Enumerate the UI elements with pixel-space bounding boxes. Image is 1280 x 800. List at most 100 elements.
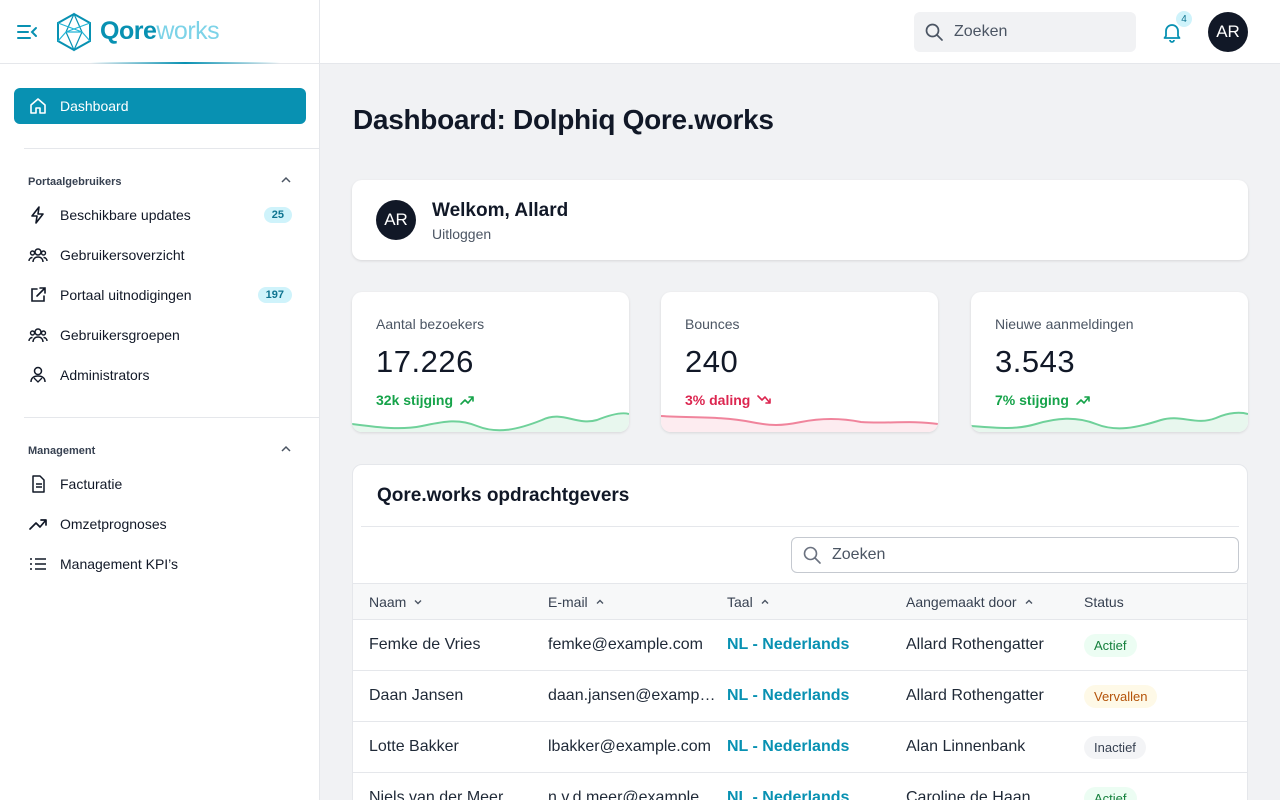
- count-badge: 197: [257, 287, 292, 303]
- table-title: Qore.works opdrachtgevers: [377, 485, 630, 506]
- column-header-label: Naam: [369, 593, 407, 610]
- cell-creator: Allard Rothengatter: [906, 687, 1044, 704]
- logo-icon: [56, 12, 92, 52]
- cell-name: Femke de Vries: [369, 636, 481, 653]
- search-icon: [924, 22, 944, 42]
- status-badge: Inactief: [1084, 735, 1146, 759]
- welcome-card: AR Welkom, Allard Uitloggen: [352, 180, 1248, 260]
- cell-name: Daan Jansen: [369, 687, 464, 704]
- table-row[interactable]: Femke de Vries femke@example.com NL - Ne…: [353, 620, 1247, 671]
- stat-card-visitors: Aantal bezoekers 17.226 32k stijging: [352, 292, 629, 432]
- section-title-label: Portaalgebruikers: [28, 175, 122, 188]
- top-search-box[interactable]: [914, 12, 1136, 52]
- logo-text-part2: works: [156, 17, 220, 45]
- divider: [24, 417, 319, 418]
- document-icon: [28, 474, 48, 494]
- sparkline: [352, 412, 629, 432]
- topbar: 4 AR: [320, 0, 1280, 64]
- cell-email: daan.jansen@example.com: [548, 687, 716, 704]
- sidebar-item-facturatie[interactable]: Facturatie: [28, 468, 292, 500]
- page-title: Dashboard: Dolphiq Qore.works: [353, 104, 774, 135]
- cell-language: NL - Nederlands: [727, 738, 850, 755]
- sidebar-item-omzetprognoses[interactable]: Omzetprognoses: [28, 508, 292, 540]
- stat-card-bounces: Bounces 240 3% daling: [661, 292, 938, 432]
- table-row[interactable]: Daan Jansen daan.jansen@example.com NL -…: [353, 671, 1247, 722]
- column-header-email[interactable]: E-mail: [548, 594, 716, 610]
- lightning-icon: [28, 205, 48, 225]
- column-header-status[interactable]: Status: [1084, 594, 1234, 610]
- stat-value: 17.226: [376, 344, 474, 379]
- chevron-up-icon[interactable]: [280, 174, 292, 189]
- trending-up-icon: [459, 392, 475, 408]
- sidebar-item-portaal-uitnodigingen[interactable]: Portaal uitnodigingen 197: [28, 279, 292, 311]
- chevron-up-icon[interactable]: [280, 443, 292, 458]
- admin-users-icon: [28, 365, 48, 385]
- logo-text: Qoreworks: [100, 17, 220, 46]
- logout-link[interactable]: Uitloggen: [432, 226, 492, 242]
- column-header-taal[interactable]: Taal: [727, 594, 897, 610]
- count-badge: 25: [263, 207, 292, 223]
- section-title-label: Management: [28, 444, 96, 457]
- search-icon: [802, 545, 822, 565]
- sidebar-item-beschikbare-updates[interactable]: Beschikbare updates 25: [28, 199, 292, 231]
- stat-trend: 3% daling: [685, 392, 772, 408]
- bell-icon[interactable]: [1160, 20, 1184, 44]
- clients-table-card: Qore.works opdrachtgevers Naam E-mail Ta…: [352, 464, 1248, 800]
- table-row[interactable]: Lotte Bakker lbakker@example.com NL - Ne…: [353, 722, 1247, 773]
- home-icon: [28, 96, 48, 116]
- table-row[interactable]: Niels van der Meer n.v.d.meer@example.co…: [353, 773, 1247, 800]
- avatar[interactable]: AR: [1208, 12, 1248, 52]
- brand-underline: [90, 62, 280, 64]
- stat-label: Nieuwe aanmeldingen: [995, 316, 1134, 332]
- collapse-menu-icon[interactable]: [16, 21, 38, 43]
- cell-status: Inactief: [1084, 722, 1234, 772]
- notification-badge: 4: [1176, 11, 1192, 27]
- table-header: Naam E-mail Taal Aangemaakt door Status: [353, 583, 1247, 620]
- sidebar-item-administrators[interactable]: Administrators: [28, 359, 292, 391]
- chevron-down-icon: [412, 596, 424, 608]
- column-header-aangemaakt-door[interactable]: Aangemaakt door: [906, 594, 1076, 610]
- sidebar-item-label: Beschikbare updates: [60, 207, 191, 223]
- search-input[interactable]: [954, 23, 1124, 41]
- column-header-naam[interactable]: Naam: [369, 594, 539, 610]
- table-search-box[interactable]: [791, 537, 1239, 573]
- sidebar-item-label: Gebruikersgroepen: [60, 327, 180, 343]
- chevron-up-icon: [1023, 596, 1035, 608]
- cell-creator: Allard Rothengatter: [906, 636, 1044, 653]
- sidebar-item-label: Facturatie: [60, 476, 123, 492]
- sidebar-item-label: Gebruikersoverzicht: [60, 247, 185, 263]
- status-badge: Actief: [1084, 786, 1137, 800]
- divider: [24, 148, 319, 149]
- sidebar-item-gebruikersgroepen[interactable]: Gebruikersgroepen: [28, 319, 292, 351]
- sidebar-item-dashboard[interactable]: Dashboard: [14, 88, 306, 124]
- sidebar-item-label: Omzetprognoses: [60, 516, 167, 532]
- cell-language: NL - Nederlands: [727, 789, 850, 800]
- avatar: AR: [376, 200, 416, 240]
- external-link-icon: [28, 285, 48, 305]
- cell-email: lbakker@example.com: [548, 738, 711, 755]
- cell-creator: Caroline de Haan: [906, 789, 1031, 800]
- stat-trend: 32k stijging: [376, 392, 475, 408]
- sidebar-item-management-kpis[interactable]: Management KPI’s: [28, 548, 292, 580]
- stat-trend: 7% stijging: [995, 392, 1091, 408]
- chevron-up-icon: [759, 596, 771, 608]
- table-search-input[interactable]: [832, 546, 1212, 564]
- stat-value: 3.543: [995, 344, 1076, 379]
- column-header-label: Aangemaakt door: [906, 593, 1017, 610]
- cell-language: NL - Nederlands: [727, 636, 850, 653]
- logo-text-part1: Qore: [100, 17, 157, 45]
- section-title-management[interactable]: Management: [28, 443, 292, 458]
- sidebar-item-gebruikersoverzicht[interactable]: Gebruikersoverzicht: [28, 239, 292, 271]
- stat-trend-text: 7% stijging: [995, 392, 1069, 408]
- stat-trend-text: 3% daling: [685, 392, 751, 408]
- chevron-up-icon: [594, 596, 606, 608]
- users-icon: [28, 245, 48, 265]
- sidebar-item-label: Administrators: [60, 367, 150, 383]
- cell-name: Niels van der Meer: [369, 789, 504, 800]
- list-icon: [28, 554, 48, 574]
- cell-status: Actief: [1084, 620, 1234, 670]
- sidebar-item-label: Management KPI’s: [60, 556, 179, 572]
- stat-trend-text: 32k stijging: [376, 392, 454, 408]
- cell-email: femke@example.com: [548, 636, 703, 653]
- section-title-portaalgebruikers[interactable]: Portaalgebruikers: [28, 174, 292, 189]
